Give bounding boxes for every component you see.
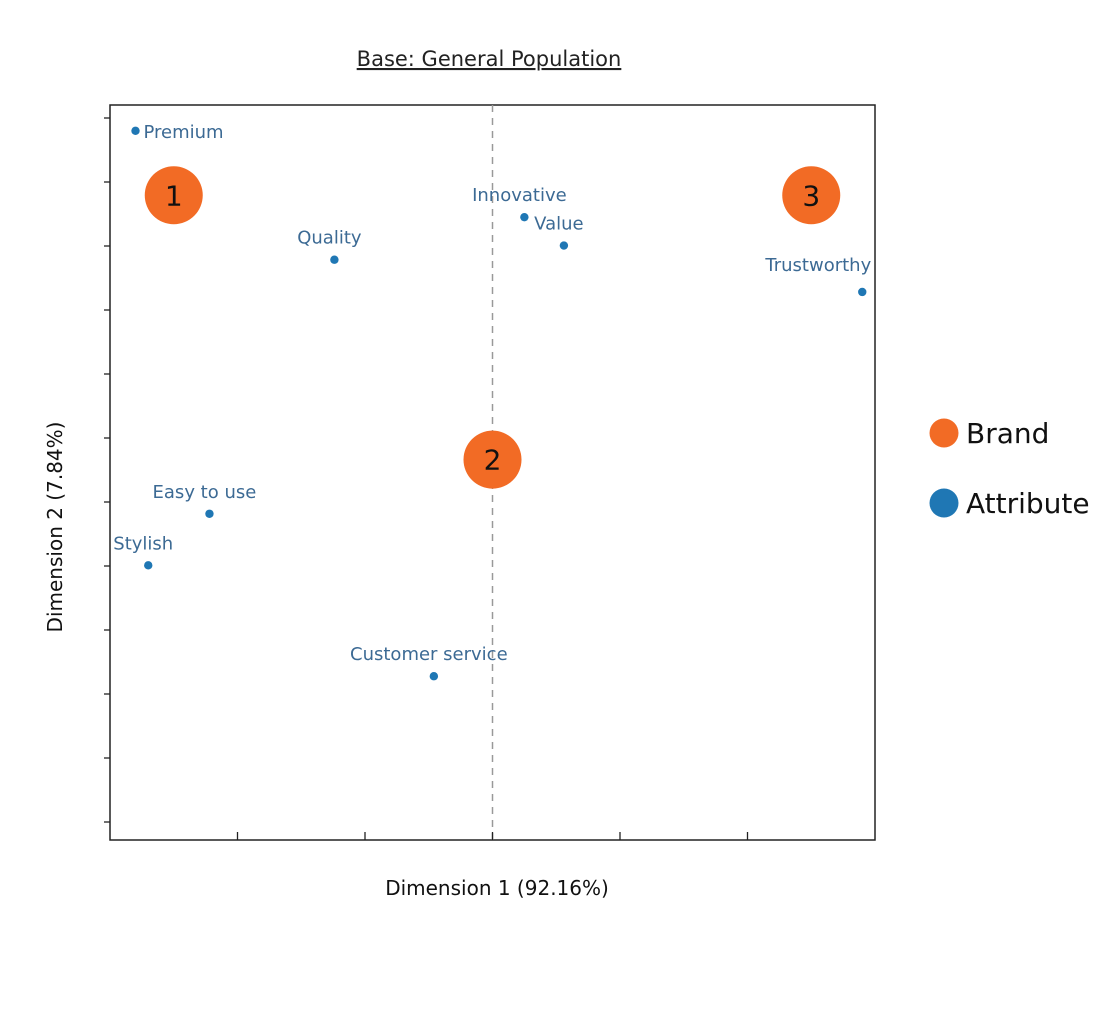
attribute-label: Easy to use [153,482,257,503]
legend-label: Brand [966,417,1049,450]
legend-marker [929,418,959,448]
attribute-point [144,561,153,570]
plot-area: Premium Quality Innovative Value Trustworthy… [104,104,876,841]
brand-label: 1 [165,179,183,212]
x-axis-label: Dimension 1 (92.16%) [385,876,609,900]
attribute-point [131,126,140,135]
attribute-label: Trustworthy [764,255,871,276]
legend-marker [929,488,959,518]
brand-bubble [144,166,203,225]
attribute-point [429,672,439,681]
attribute-label: Value [534,214,583,235]
brand-label: 3 [802,179,820,212]
brand-label: 2 [484,444,502,477]
brand-bubble [463,430,522,489]
attribute-label: Premium [144,122,224,143]
attribute-label: Stylish [113,533,173,554]
attribute-label: Innovative [472,185,567,206]
attribute-point [559,241,569,250]
legend-label: Attribute [966,487,1090,520]
attribute-point [858,287,867,297]
chart-title: Base: General Population [357,47,622,71]
attribute-point [205,509,214,518]
attribute-label: Quality [297,228,362,249]
y-axis-label: Dimension 2 (7.84%) [43,422,67,633]
brand-bubble [782,166,841,225]
attribute-point [520,212,529,222]
attribute-point [330,255,339,264]
legend: Brand Attribute [929,417,1090,520]
attribute-label: Customer service [350,644,508,665]
